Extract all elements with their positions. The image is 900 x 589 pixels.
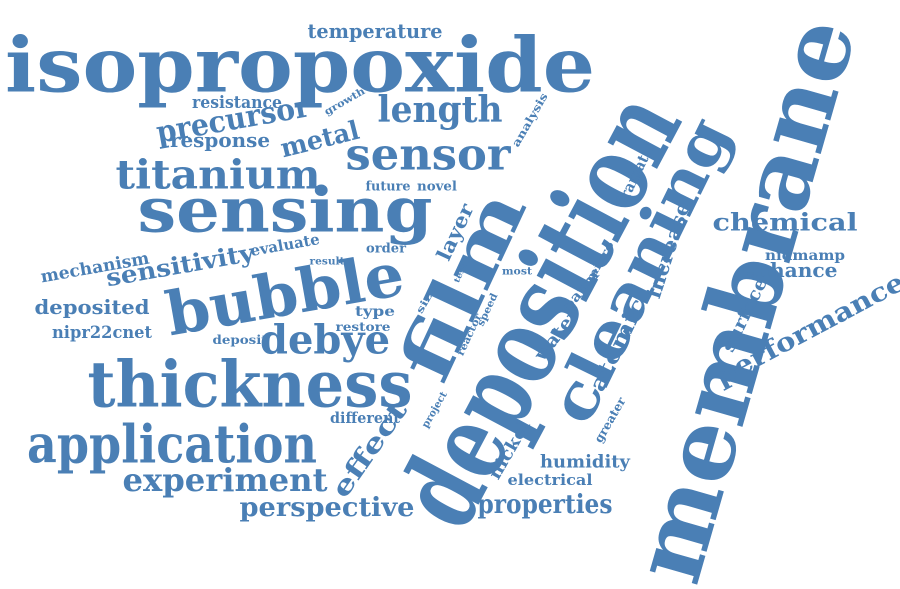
word-cloud-words: isopropoxidedepositionmembranecleaningfi… <box>5 6 900 589</box>
word-isopropoxide: isopropoxide <box>5 21 595 110</box>
word-deposit: deposit <box>213 333 269 347</box>
word-thickness: thickness <box>88 348 413 423</box>
word-future: future <box>366 180 411 195</box>
word-humidity: humidity <box>540 452 631 473</box>
word-type: type <box>355 304 395 320</box>
word-result: result <box>310 257 345 268</box>
word-deposited: deposited <box>35 295 150 319</box>
word-different: different <box>330 409 400 427</box>
word-restore: restore <box>336 320 391 334</box>
word-electrical: electrical <box>508 471 593 489</box>
word-novel: novel <box>417 180 457 195</box>
word-length: length <box>378 89 503 131</box>
word-chemical: chemical <box>713 208 858 237</box>
word-experiment: experiment <box>123 461 328 499</box>
word-most: most <box>502 267 532 278</box>
word-enhance: enhance <box>743 258 838 282</box>
word-properties: properties <box>478 490 613 520</box>
word-nidmamp: nidmamp <box>765 248 845 264</box>
word-sensing: sensing <box>138 174 433 247</box>
word-response: response <box>170 128 270 152</box>
word-resistance: resistance <box>192 93 282 113</box>
word-debye: debye <box>260 317 390 364</box>
word-order: order <box>366 242 406 257</box>
word-perspective: perspective <box>240 493 415 523</box>
word-application: application <box>27 415 317 476</box>
word-nipr22cnet: nipr22cnet <box>52 323 152 343</box>
word-titanium: titanium <box>116 152 321 199</box>
word-sensor: sensor <box>346 130 512 181</box>
word-temperature: temperature <box>308 19 443 43</box>
